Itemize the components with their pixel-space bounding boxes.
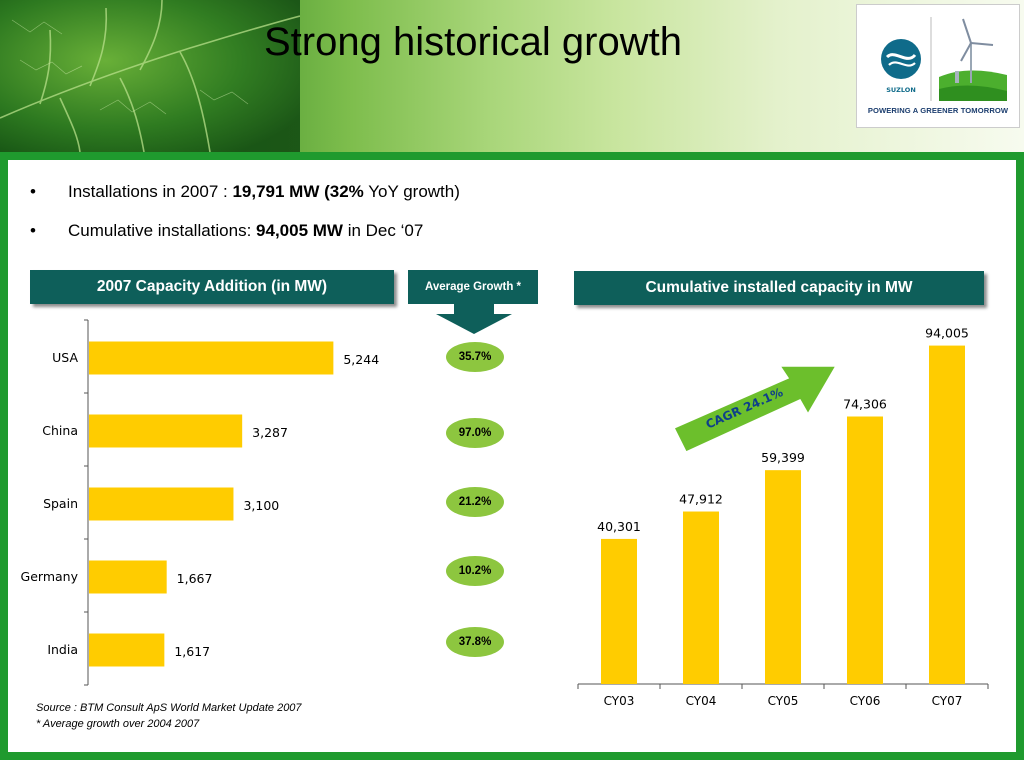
suzlon-logo: SUZLON POWERING A GREENER TOMORROW xyxy=(856,4,1020,128)
cagr-arrow-icon: CAGR 24.1% xyxy=(672,365,838,453)
category-label-cy06: CY06 xyxy=(850,694,881,708)
growth-pill-china: 97.0% xyxy=(446,418,504,448)
growth-pill-india: 37.8% xyxy=(446,627,504,657)
bullet-bold: 94,005 MW xyxy=(256,221,343,240)
bar-india xyxy=(89,633,165,667)
logo-tagline: POWERING A GREENER TOMORROW xyxy=(867,106,1009,115)
bar-spain xyxy=(89,487,234,521)
growth-pill-usa: 35.7% xyxy=(446,342,504,372)
value-label-spain: 3,100 xyxy=(243,498,279,513)
bullet-prefix: Installations in 2007 : xyxy=(68,182,233,201)
bar-china xyxy=(89,414,243,448)
bar-cy03 xyxy=(601,538,637,684)
category-label-germany: Germany xyxy=(21,569,79,584)
source-footnote: Source : BTM Consult ApS World Market Up… xyxy=(36,702,302,714)
bullet-suffix: in Dec ‘07 xyxy=(342,221,424,240)
category-label-china: China xyxy=(42,423,78,438)
category-label-spain: Spain xyxy=(43,496,78,511)
bar-cy04 xyxy=(683,511,719,684)
category-label-cy04: CY04 xyxy=(686,694,717,708)
value-label-cy05: 59,399 xyxy=(761,450,805,465)
bar-usa xyxy=(89,341,334,375)
value-label-india: 1,617 xyxy=(174,644,210,659)
bullet-bold: 19,791 MW (32% xyxy=(232,182,364,201)
leaf-background-image xyxy=(0,0,300,152)
category-label-cy07: CY07 xyxy=(932,694,963,708)
bar-cy07 xyxy=(929,345,965,684)
cumulative-capacity-header: Cumulative installed capacity in MW xyxy=(574,271,984,305)
capacity-addition-bar-chart: USA 5,244 China 3,287 Spain 3,100 Germany 1,667… xyxy=(21,319,379,686)
bullet-prefix: Cumulative installations: xyxy=(68,221,257,240)
bullet-dot: • xyxy=(30,221,36,240)
category-label-india: India xyxy=(47,642,78,657)
average-growth-header: Average Growth * xyxy=(408,270,538,304)
value-label-cy06: 74,306 xyxy=(843,396,887,411)
value-label-china: 3,287 xyxy=(252,425,288,440)
growth-pill-spain: 21.2% xyxy=(446,487,504,517)
header-band: Strong historical growth SUZLON POWERING… xyxy=(0,0,1024,152)
value-label-cy04: 47,912 xyxy=(679,492,723,507)
value-label-cy07: 94,005 xyxy=(925,326,969,341)
category-label-cy05: CY05 xyxy=(768,694,799,708)
average-growth-down-arrow-icon xyxy=(436,304,512,334)
cumulative-capacity-bar-chart: 40,301 CY03 47,912 CY04 59,399 CY05 74,306 CY06… xyxy=(577,326,989,708)
category-label-usa: USA xyxy=(52,350,78,365)
svg-text:SUZLON: SUZLON xyxy=(886,86,916,94)
growth-pill-germany: 10.2% xyxy=(446,556,504,586)
value-label-germany: 1,667 xyxy=(177,571,213,586)
bar-cy06 xyxy=(847,416,883,684)
bar-germany xyxy=(89,560,167,594)
bar-cy05 xyxy=(765,470,801,684)
average-growth-footnote: * Average growth over 2004 2007 xyxy=(36,718,200,730)
capacity-addition-header: 2007 Capacity Addition (in MW) xyxy=(30,270,394,304)
slide-title: Strong historical growth xyxy=(264,20,682,64)
bullet-dot: • xyxy=(30,182,36,201)
bullet-installations-2007: • Installations in 2007 : 19,791 MW (32% … xyxy=(30,182,460,202)
value-label-cy03: 40,301 xyxy=(597,519,641,534)
suzlon-logo-graphic: SUZLON xyxy=(881,17,1007,101)
bullet-suffix: YoY growth) xyxy=(363,182,460,201)
value-label-usa: 5,244 xyxy=(343,352,379,367)
bullet-cumulative-installations: • Cumulative installations: 94,005 MW in … xyxy=(30,221,423,241)
category-label-cy03: CY03 xyxy=(604,694,635,708)
